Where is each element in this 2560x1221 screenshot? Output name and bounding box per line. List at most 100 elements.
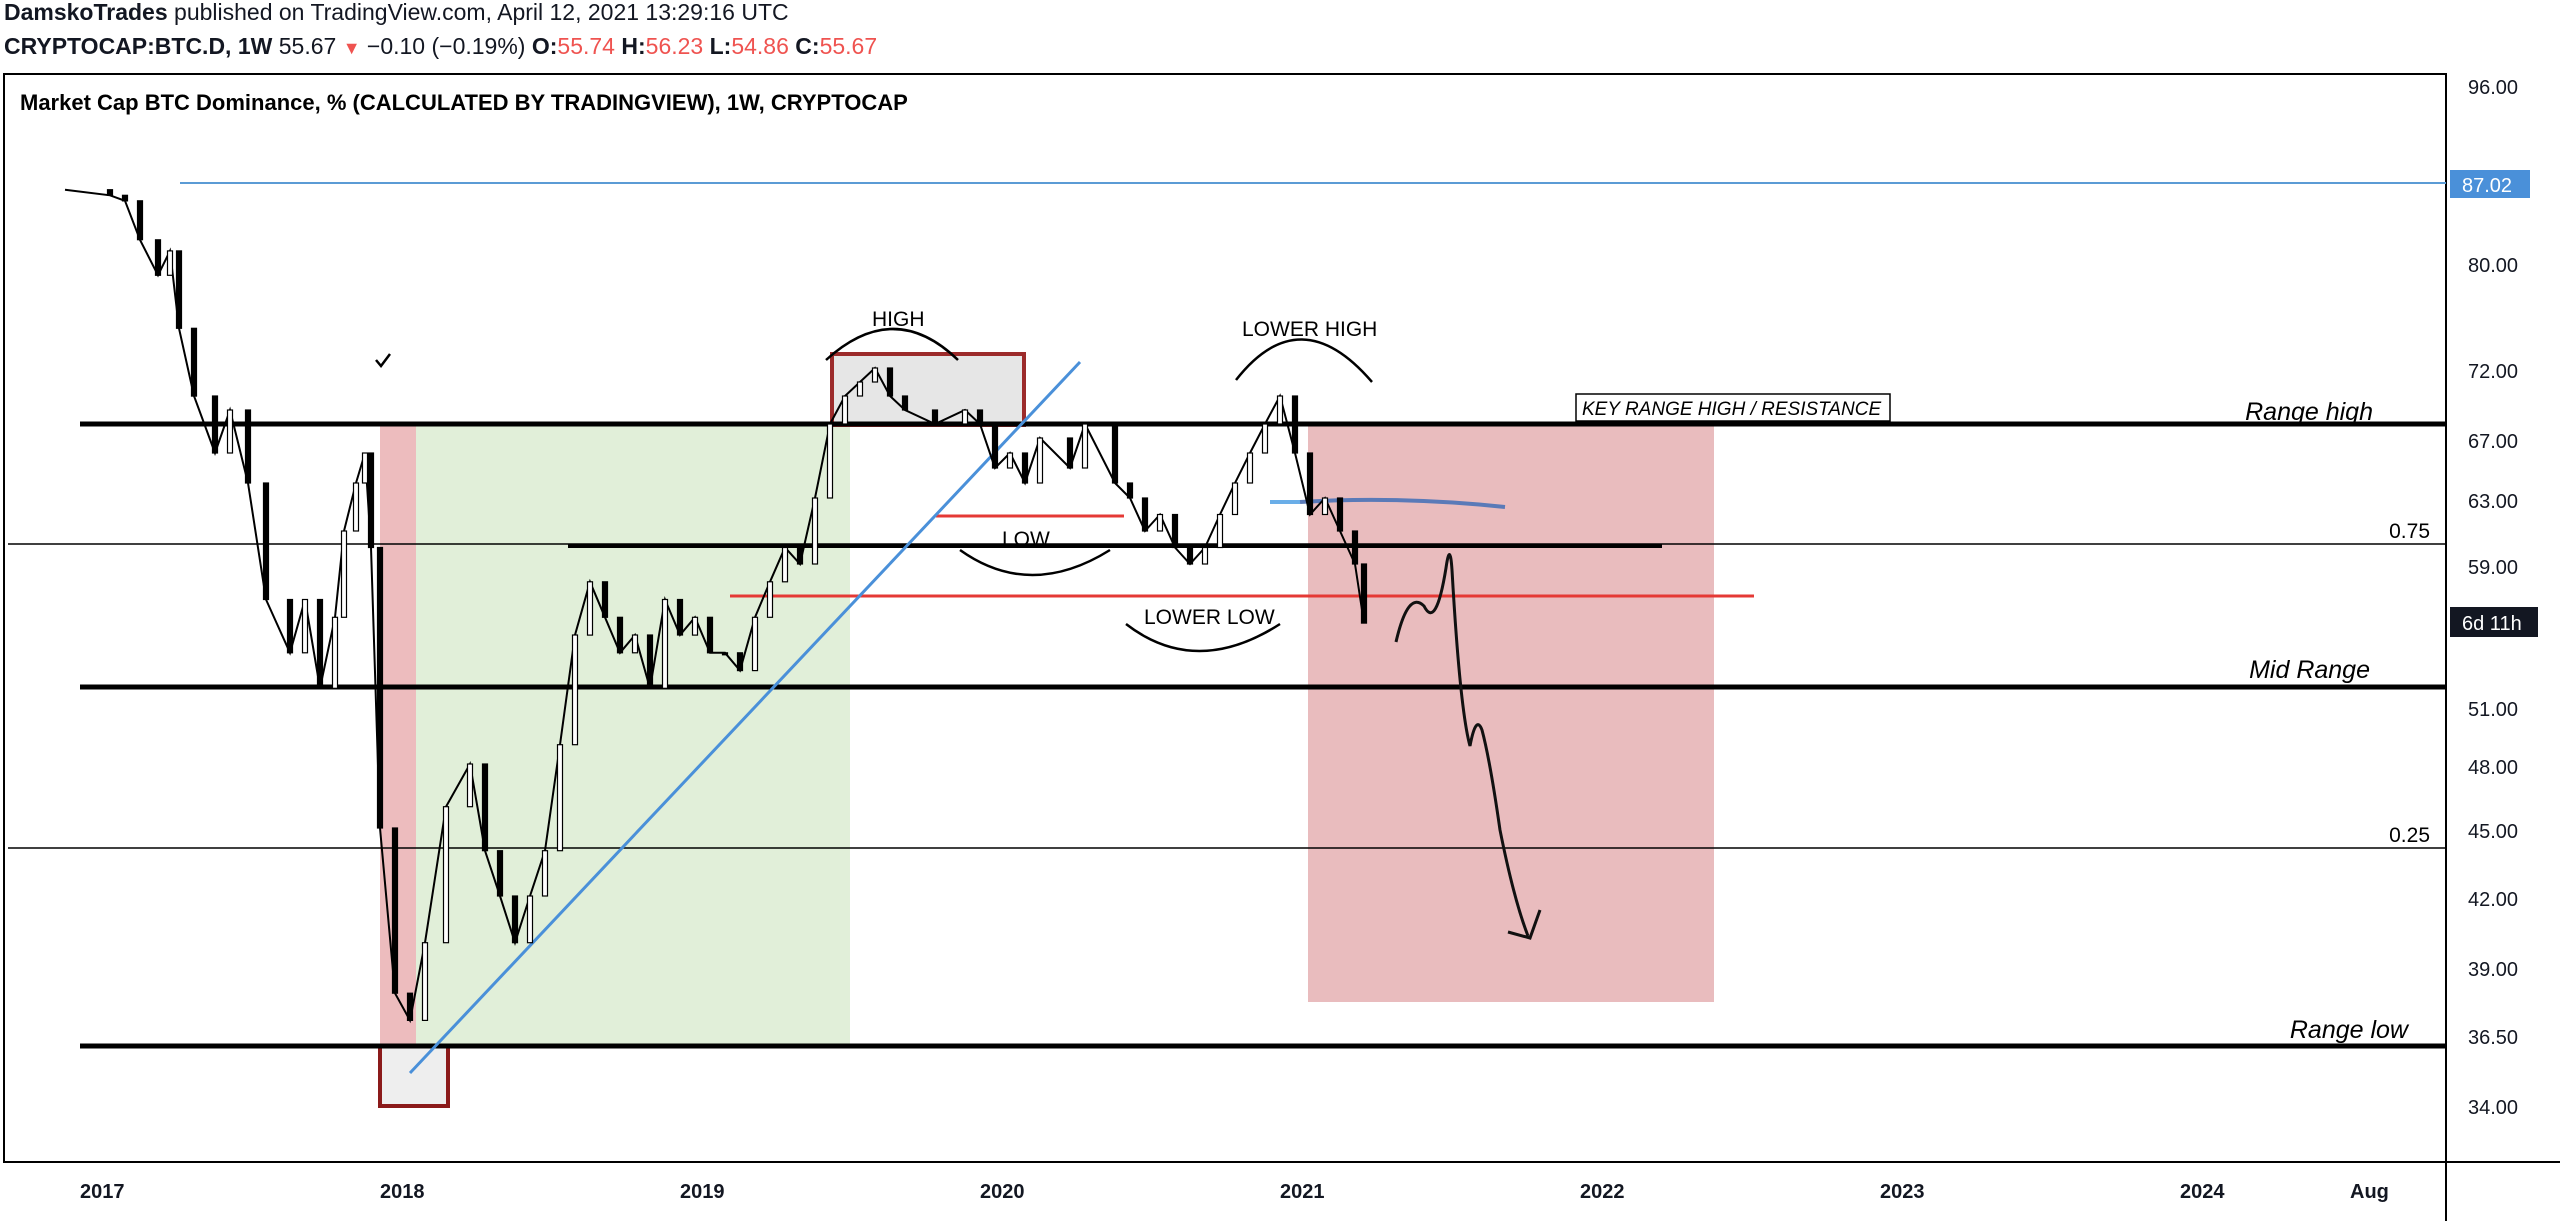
- candle: [721, 652, 729, 656]
- chart-title: Market Cap BTC Dominance, % (CALCULATED …: [20, 90, 908, 115]
- y-tick-67: 67.00: [2468, 431, 2518, 453]
- publish-line: DamskoTrades published on TradingView.co…: [4, 0, 877, 24]
- projection-arrow-icon: [1507, 909, 1542, 940]
- range-low-label: Range low: [2290, 1016, 2410, 1044]
- annotation-lower-low: LOWER LOW: [1144, 606, 1275, 629]
- candle: [991, 423, 999, 469]
- annotation-high: HIGH: [872, 308, 925, 331]
- low-label: L:: [709, 33, 732, 59]
- candle: [736, 652, 744, 672]
- x-tick-2020: 2020: [980, 1181, 1025, 1203]
- candle: [376, 546, 384, 829]
- candle: [931, 409, 939, 425]
- low-value: 54.86: [731, 33, 789, 59]
- candle: [511, 895, 519, 944]
- candle: [211, 395, 219, 454]
- candle: [541, 850, 549, 897]
- fib-075-label: 0.75: [2389, 520, 2430, 543]
- candle: [706, 616, 714, 654]
- candle: [1141, 497, 1149, 532]
- author-name[interactable]: DamskoTrades: [4, 0, 168, 25]
- low-box: [378, 1044, 450, 1108]
- candle: [1066, 437, 1074, 469]
- candle: [1156, 513, 1164, 532]
- candle: [646, 634, 654, 689]
- candle: [556, 744, 564, 852]
- btc-dominance-chart[interactable]: Market Cap BTC Dominance, % (CALCULATED …: [0, 70, 2560, 1221]
- candle: [1321, 497, 1329, 516]
- candle: [466, 763, 474, 808]
- candle: [316, 598, 324, 689]
- candle: [175, 250, 183, 329]
- candle: [601, 581, 609, 618]
- x-tick-2023: 2023: [1880, 1181, 1925, 1203]
- range-high-label: Range high: [2245, 398, 2373, 426]
- candle: [262, 482, 270, 601]
- candle: [1291, 395, 1299, 454]
- x-tick-2017: 2017: [80, 1181, 125, 1203]
- candle: [691, 616, 699, 636]
- candle: [1201, 546, 1209, 565]
- close-value: 55.67: [819, 33, 878, 59]
- candle: [391, 827, 399, 994]
- y-tick-36-5: 36.50: [2468, 1027, 2518, 1049]
- candle: [1246, 452, 1254, 484]
- mid-range-label: Mid Range: [2249, 656, 2370, 684]
- candle: [1111, 423, 1119, 484]
- candle: [1351, 530, 1359, 565]
- candle: [481, 763, 489, 852]
- candle: [1261, 423, 1269, 454]
- candle: [856, 381, 864, 397]
- last-price: 55.67: [278, 33, 337, 59]
- symbol-label[interactable]: CRYPTOCAP:BTC.D, 1W: [4, 33, 273, 59]
- y-tick-48: 48.00: [2468, 757, 2518, 779]
- candle: [106, 189, 114, 196]
- candle: [811, 497, 819, 565]
- high-arc: [825, 327, 959, 361]
- uptrend-zone: [416, 424, 850, 1046]
- candle: [616, 616, 624, 654]
- candle: [571, 634, 579, 746]
- candle: [340, 530, 348, 618]
- candle: [976, 409, 984, 425]
- candle: [1126, 482, 1134, 499]
- y-tick-96: 96.00: [2468, 77, 2518, 99]
- candle: [226, 409, 234, 454]
- checkmark-icon: [375, 353, 391, 369]
- candle: [1336, 497, 1344, 532]
- y-tick-72: 72.00: [2468, 361, 2518, 383]
- candle: [751, 616, 759, 672]
- chart-header: DamskoTrades published on TradingView.co…: [4, 0, 877, 74]
- candle: [1216, 513, 1224, 549]
- y-tick-39: 39.00: [2468, 959, 2518, 981]
- candle: [526, 895, 534, 944]
- candle: [1021, 452, 1029, 484]
- candle: [766, 581, 774, 618]
- y-tick-34: 34.00: [2468, 1097, 2518, 1119]
- x-tick-2021: 2021: [1280, 1181, 1325, 1203]
- lower-high-arc: [1235, 338, 1373, 383]
- x-tick-2024: 2024: [2180, 1181, 2225, 1203]
- x-tick-2019: 2019: [680, 1181, 725, 1203]
- candle: [286, 598, 294, 654]
- x-tick-2018: 2018: [380, 1181, 425, 1203]
- ohlc-line: CRYPTOCAP:BTC.D, 1W 55.67 ▼ −0.10 (−0.19…: [4, 33, 877, 61]
- y-tick-42: 42.00: [2468, 889, 2518, 911]
- candle: [901, 395, 909, 411]
- annotation-lower-high: LOWER HIGH: [1242, 318, 1377, 341]
- close-label: C:: [795, 33, 820, 59]
- price-change: −0.10 (−0.19%): [366, 33, 526, 59]
- candle: [631, 634, 639, 654]
- projection-zone: [1308, 424, 1714, 1002]
- candle: [781, 546, 789, 583]
- candle: [406, 992, 414, 1022]
- candle: [442, 806, 450, 944]
- candle: [352, 482, 360, 532]
- candle: [1081, 423, 1089, 469]
- open-label: O:: [531, 33, 558, 59]
- low-arc: [959, 548, 1111, 577]
- key-range-label: KEY RANGE HIGH / RESISTANCE: [1582, 399, 1881, 420]
- candle: [826, 423, 834, 499]
- price-badge: [2450, 170, 2530, 198]
- candle: [1171, 513, 1179, 549]
